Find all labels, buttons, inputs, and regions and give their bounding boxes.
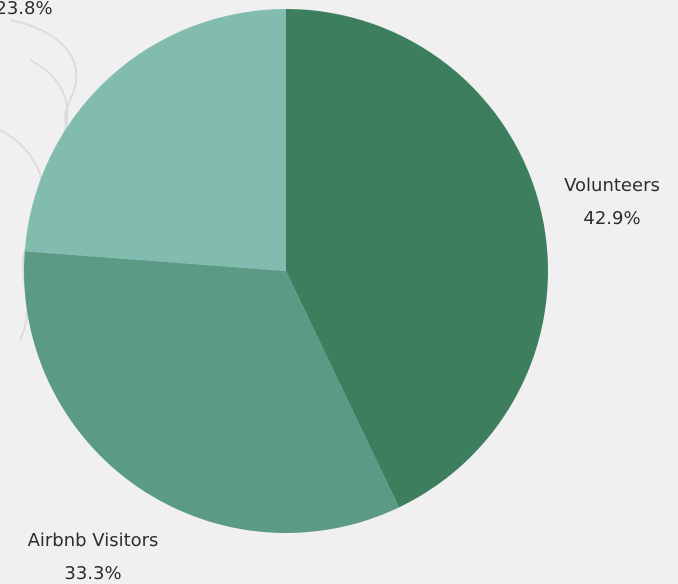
pie-labels: Volunteers 42.9% Airbnb Visitors 33.3% 23.8% [0,0,660,584]
slice-label-name: Volunteers [564,175,660,196]
pie-slice-unlabeled [24,9,287,271]
slice-label-name: Airbnb Visitors [28,530,159,551]
slice-label-value: 33.3% [64,563,121,584]
slice-label-value: 42.9% [583,208,640,229]
pie-slice-airbnb-visitors [23,251,400,534]
slice-label-value: 23.8% [0,0,53,19]
pie-slices [23,9,549,534]
pie-slice-volunteers [286,9,549,508]
